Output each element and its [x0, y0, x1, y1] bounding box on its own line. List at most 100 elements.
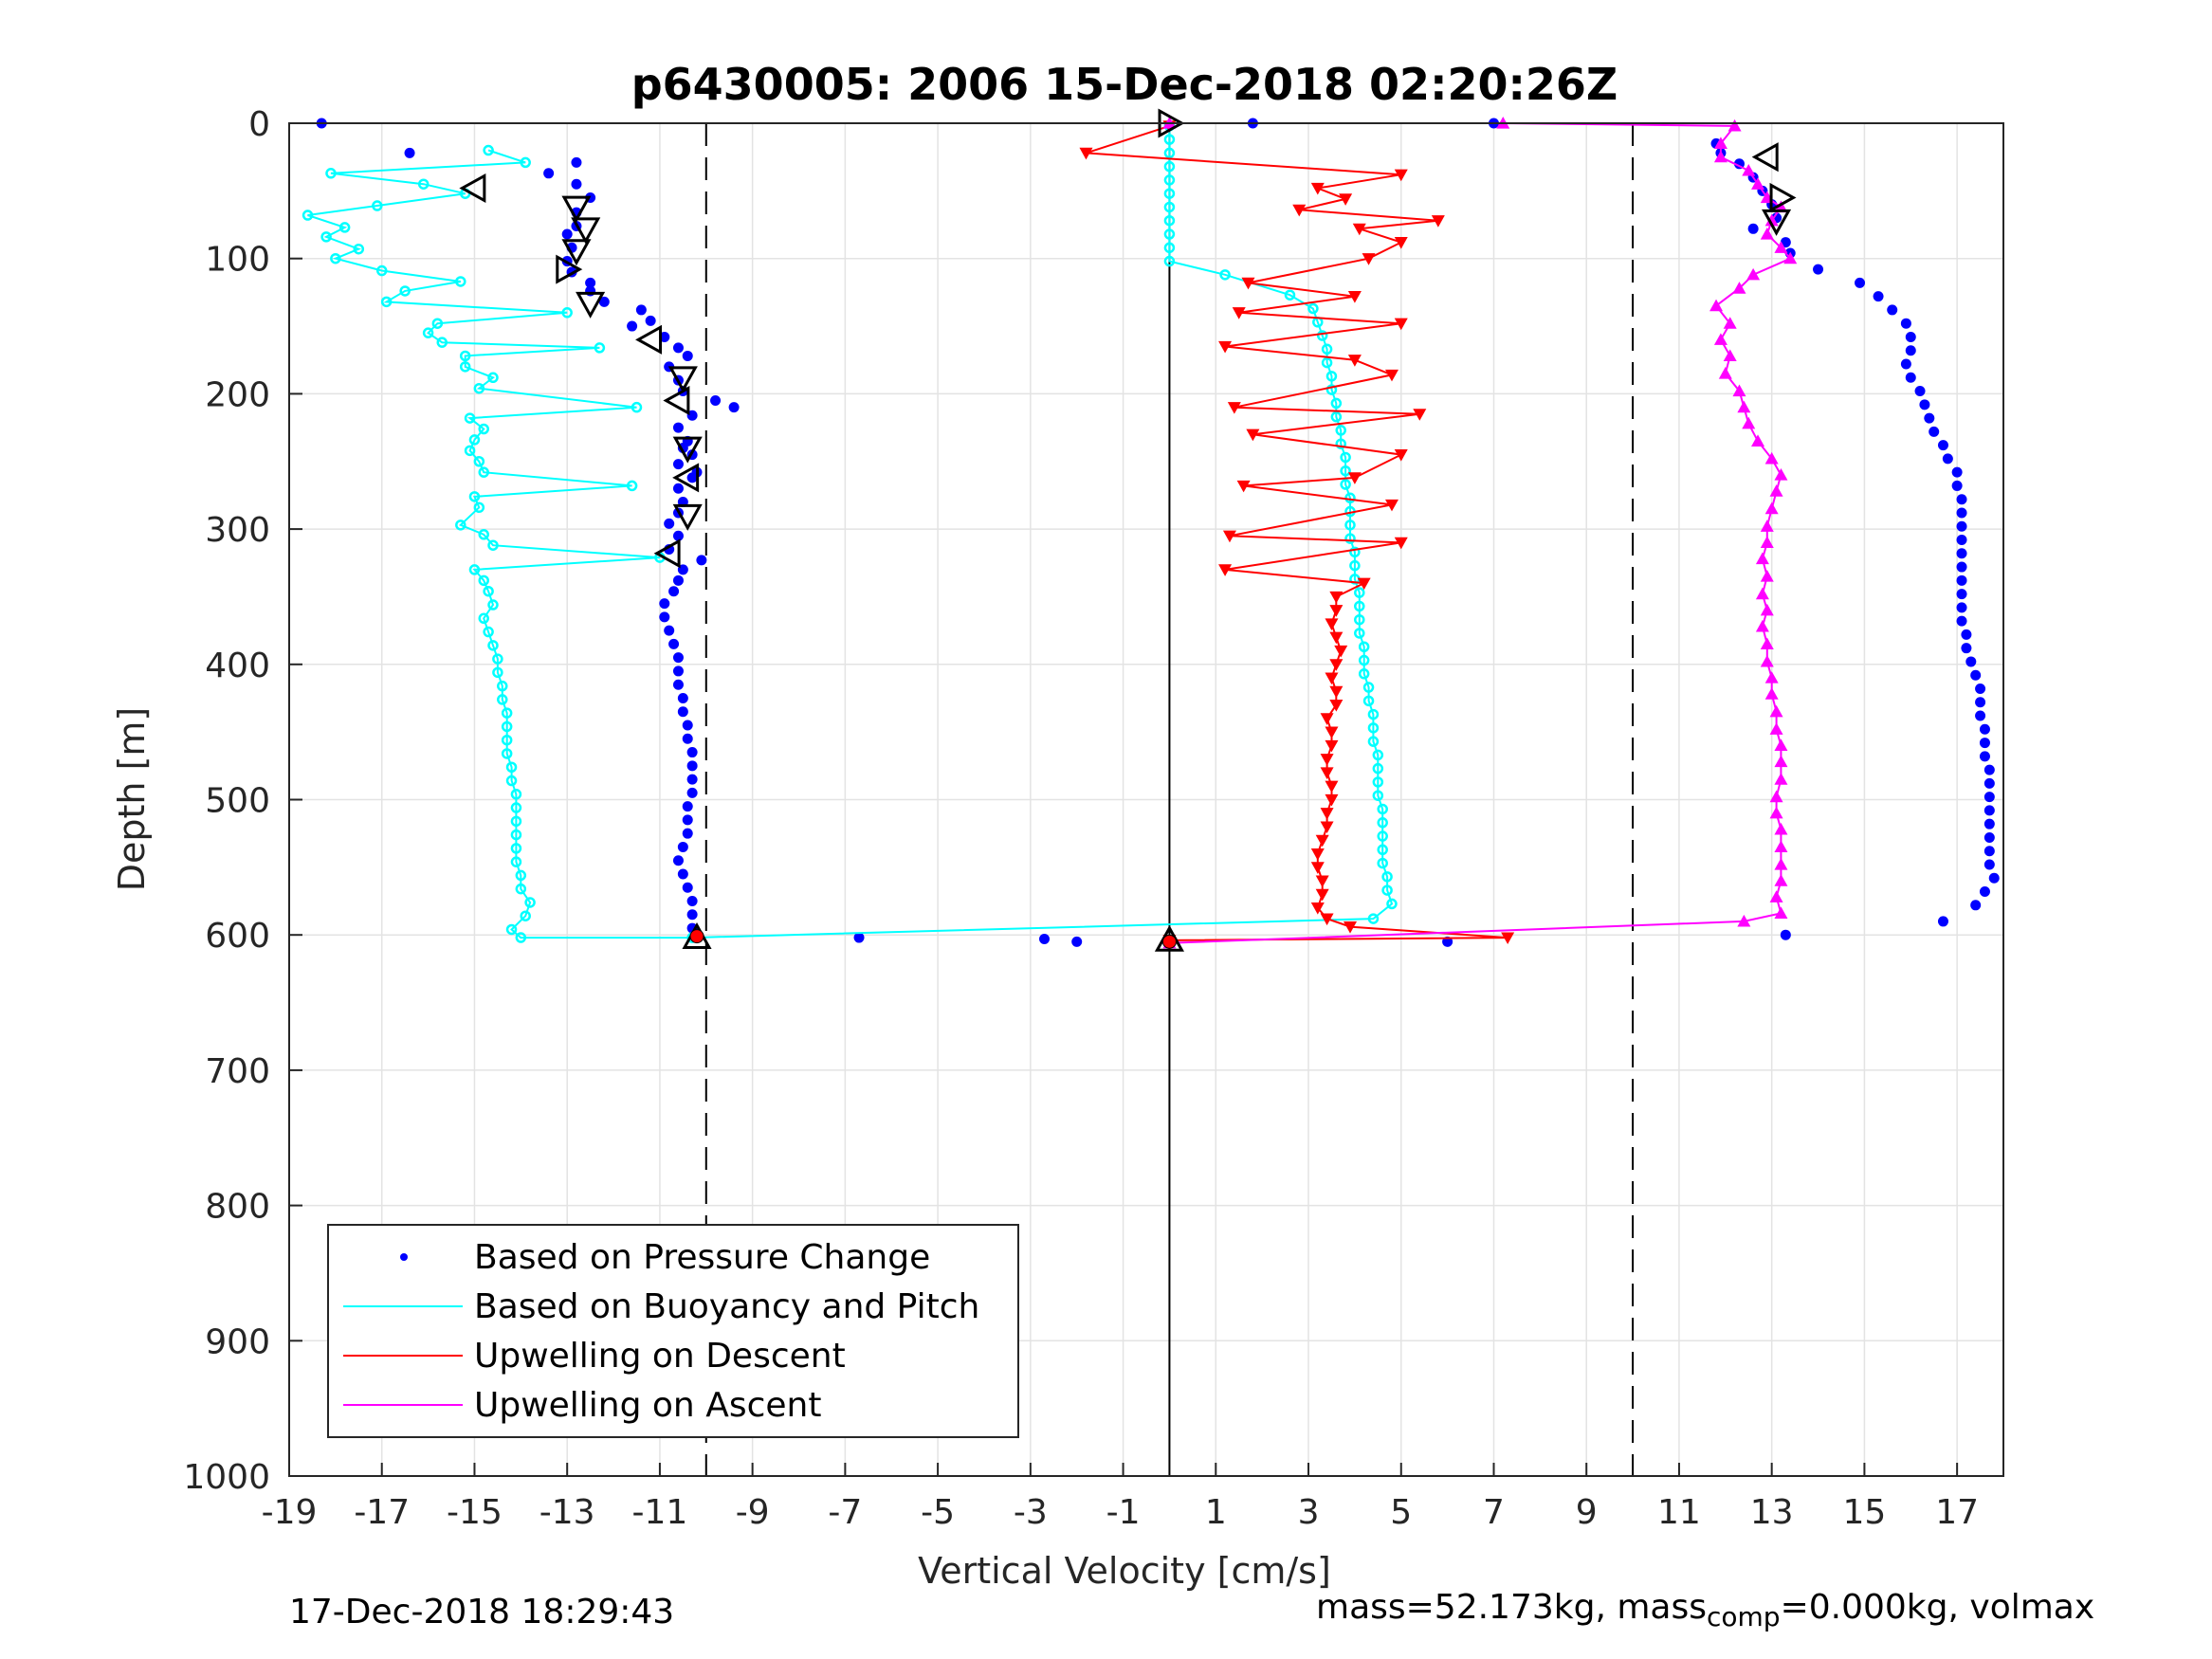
- data-point: [1764, 671, 1779, 684]
- data-point: [1163, 228, 1176, 240]
- data-point: [1769, 484, 1783, 497]
- data-point: [677, 868, 688, 880]
- legend-swatch-pressure: [400, 1253, 408, 1261]
- data-point: [1855, 277, 1866, 288]
- data-point: [543, 168, 555, 179]
- data-point: [1163, 188, 1176, 199]
- data-point: [473, 501, 485, 514]
- data-point: [1887, 304, 1898, 316]
- data-point: [682, 720, 693, 731]
- x-tick-label: -13: [539, 1493, 595, 1532]
- data-point: [1979, 723, 1990, 735]
- data-point: [1354, 628, 1365, 639]
- data-point: [1320, 808, 1334, 820]
- data-point: [1227, 402, 1241, 414]
- data-point: [635, 304, 647, 316]
- y-tick-label: 900: [205, 1322, 270, 1361]
- data-point: [1774, 874, 1788, 886]
- chart-title: p6430005: 2006 15-Dec-2018 02:20:26Z: [631, 59, 1618, 110]
- data-point: [682, 350, 693, 361]
- data-point: [1241, 277, 1255, 290]
- data-point: [1988, 872, 2000, 884]
- data-point: [672, 422, 684, 433]
- data-point: [1038, 933, 1050, 944]
- data-point: [487, 539, 499, 551]
- data-point: [1961, 629, 1972, 640]
- data-point: [1983, 792, 1995, 803]
- data-point: [501, 748, 513, 759]
- y-tick-labels: 0 100 200 300 400 500 600 700 800 900 1000: [183, 105, 270, 1497]
- data-point: [1747, 223, 1759, 234]
- data-point: [1970, 669, 1982, 681]
- data-point: [431, 318, 444, 329]
- data-point: [598, 296, 610, 307]
- data-point: [1325, 371, 1338, 382]
- data-point: [1774, 241, 1788, 253]
- data-point: [1320, 913, 1334, 926]
- data-point: [1218, 340, 1233, 354]
- data-point: [1315, 834, 1329, 848]
- data-point: [505, 775, 518, 787]
- marker-triangle: [653, 538, 681, 569]
- data-point: [686, 787, 698, 798]
- data-point: [353, 243, 365, 255]
- data-point: [1956, 520, 1967, 532]
- data-point: [1334, 645, 1348, 658]
- data-point: [1813, 264, 1824, 275]
- x-axis-label: Vertical Velocity [cm/s]: [918, 1550, 1331, 1592]
- data-point: [1742, 163, 1756, 176]
- data-point: [436, 337, 448, 348]
- marker-triangle: [1751, 142, 1779, 173]
- data-point: [1325, 618, 1339, 630]
- data-point: [1732, 282, 1746, 294]
- data-point: [478, 529, 489, 540]
- data-point: [1163, 255, 1176, 267]
- data-point: [1325, 672, 1339, 685]
- x-tick-label: -19: [262, 1493, 318, 1532]
- data-point: [1329, 605, 1344, 617]
- data-point: [1769, 890, 1783, 902]
- data-point: [1751, 434, 1765, 447]
- y-tick-label: 400: [205, 647, 270, 685]
- data-point: [1937, 916, 1948, 927]
- data-point: [1956, 494, 1967, 505]
- data-point: [1774, 468, 1788, 481]
- x-tick-label: -1: [1106, 1493, 1141, 1532]
- y-tick-label: 300: [205, 511, 270, 550]
- data-point: [1769, 722, 1783, 735]
- data-point: [483, 585, 494, 597]
- marker-triangle: [672, 436, 703, 464]
- data-point: [1344, 520, 1356, 531]
- data-point: [686, 896, 698, 907]
- y-tick-label: 800: [205, 1188, 270, 1227]
- series-line: [307, 125, 1394, 939]
- data-point: [330, 252, 341, 264]
- data-point: [1362, 253, 1376, 265]
- series-line-circles: [302, 120, 1398, 943]
- data-point: [492, 666, 503, 679]
- data-point: [1760, 603, 1774, 616]
- data-point: [1975, 683, 1986, 694]
- data-point: [1340, 465, 1351, 477]
- x-tick-label: 7: [1483, 1493, 1505, 1532]
- data-point: [380, 296, 393, 308]
- data-point: [1320, 821, 1334, 834]
- data-point: [404, 147, 415, 158]
- data-point: [510, 829, 522, 841]
- data-point: [1325, 726, 1339, 739]
- data-point: [1357, 577, 1371, 591]
- data-point: [677, 564, 688, 575]
- data-point: [571, 156, 582, 168]
- data-point: [585, 277, 596, 288]
- data-point: [1329, 700, 1344, 712]
- data-point: [1320, 713, 1334, 725]
- data-point: [1384, 369, 1398, 382]
- data-point: [1384, 499, 1398, 512]
- data-point: [631, 401, 643, 413]
- data-point: [473, 382, 485, 394]
- data-point: [686, 472, 698, 483]
- data-point: [417, 178, 430, 190]
- data-point: [1873, 291, 1884, 302]
- x-tick-label: -9: [736, 1493, 770, 1532]
- data-point: [478, 423, 489, 435]
